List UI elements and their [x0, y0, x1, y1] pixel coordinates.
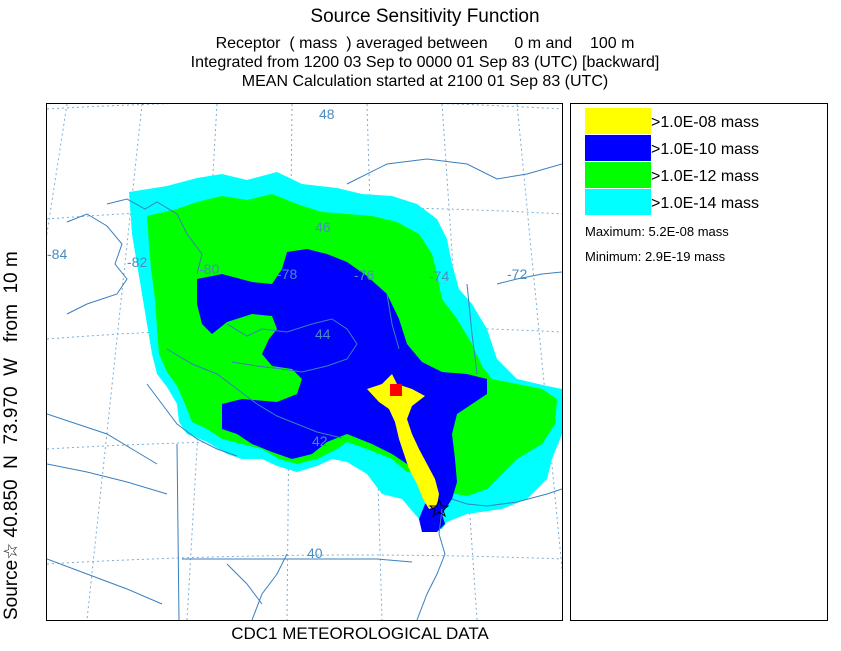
lat-label: 46 — [315, 219, 331, 235]
lon-label: -80 — [199, 261, 219, 277]
integration-line: Integrated from 1200 03 Sep to 0000 01 S… — [190, 54, 660, 71]
boundaries — [47, 158, 562, 620]
calculation-line: MEAN Calculation started at 2100 01 Sep … — [241, 73, 609, 90]
lon-label: -78 — [277, 266, 297, 282]
legend-label: >1.0E-10 mass — [651, 141, 760, 158]
maximum-value: Maximum: 5.2E-08 mass — [585, 224, 729, 239]
lat-label: 42 — [312, 433, 328, 449]
legend-swatch-green — [585, 162, 651, 188]
minimum-value: Minimum: 2.9E-19 mass — [585, 249, 726, 264]
contour-yellow — [367, 374, 439, 509]
legend-swatch-yellow — [585, 108, 651, 134]
legend-swatch-cyan — [585, 189, 651, 215]
lon-label: -84 — [47, 246, 67, 262]
latitude-labels: 48 46 44 42 40 — [307, 106, 335, 561]
plot-subtitle: Receptor ( mass ) averaged between 0 m a… — [140, 34, 710, 91]
lon-label: -74 — [429, 268, 449, 284]
lon-label: -76 — [354, 267, 374, 283]
legend-label: >1.0E-14 mass — [651, 195, 760, 212]
meteorological-data-label: CDC1 METEOROLOGICAL DATA — [231, 624, 489, 643]
longitude-labels: -84 -82 -80 -78 -76 -74 -72 — [47, 246, 527, 284]
map-panel: -84 -82 -80 -78 -76 -74 -72 48 46 44 42 … — [46, 103, 563, 621]
legend-label: >1.0E-12 mass — [651, 168, 760, 185]
receptor-line: Receptor ( mass ) averaged between 0 m a… — [215, 35, 635, 52]
receptor-marker — [390, 384, 402, 396]
legend-swatch-blue — [585, 135, 651, 161]
lon-label: -72 — [507, 266, 527, 282]
legend-label: >1.0E-08 mass — [651, 114, 760, 131]
lat-label: 48 — [319, 106, 335, 122]
plot-title: Source Sensitivity Function — [310, 6, 540, 27]
lat-label: 44 — [315, 326, 331, 342]
source-location-label: Source☆ 40.850 N 73.970 W from 10 m — [1, 251, 22, 620]
legend-panel: >1.0E-08 mass >1.0E-10 mass >1.0E-12 mas… — [570, 103, 828, 621]
lat-label: 40 — [307, 545, 323, 561]
map-svg: -84 -82 -80 -78 -76 -74 -72 48 46 44 42 … — [47, 104, 562, 620]
source-star-icon — [428, 498, 450, 518]
lon-label: -82 — [127, 254, 147, 270]
